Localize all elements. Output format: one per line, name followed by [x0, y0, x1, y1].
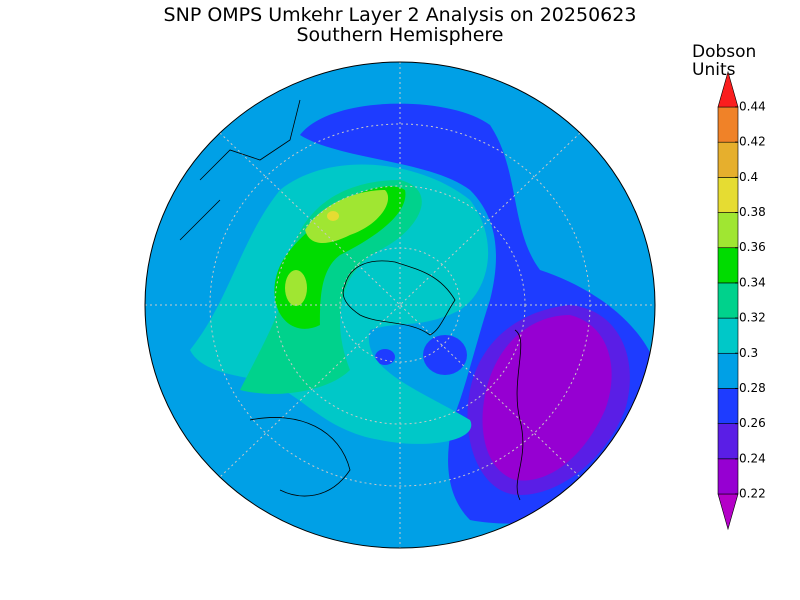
colorbar-tick-label: 0.22: [739, 487, 766, 501]
colorbar-band: [717, 352, 739, 389]
contour-region: [327, 211, 339, 221]
subtitle: Southern Hemisphere: [296, 24, 503, 46]
contour-region: [305, 190, 389, 244]
colorbar-tick-label: 0.26: [739, 416, 766, 430]
map-border: [144, 61, 656, 549]
colorbar-tick-label: 0.34: [739, 275, 766, 289]
colorbar-band: [717, 177, 739, 213]
contour-region: [285, 270, 307, 306]
colorbar-band: [717, 317, 739, 354]
map: [145, 62, 655, 548]
colorbar-band: [717, 247, 739, 284]
colorbar-label: Dobson: [692, 42, 756, 62]
title: SNP OMPS Umkehr Layer 2 Analysis on 2025…: [164, 4, 637, 26]
colorbar-band: [717, 106, 739, 143]
colorbar-tick-label: 0.28: [739, 381, 766, 395]
coastline: [179, 99, 524, 501]
colorbar-extend: [717, 70, 739, 108]
colorbar-tick-label: 0.42: [739, 135, 766, 149]
colorbar-band: [717, 388, 739, 424]
colorbar-tick-label: 0.4: [739, 170, 758, 184]
colorbar-tick-label: 0.44: [739, 100, 766, 114]
colorbar-label: Units: [692, 60, 736, 80]
colorbar-extend: [717, 493, 739, 531]
colorbar: 0.22 0.24 0.26 0.28 0.3 0.32 0.34 0.36 0.38 0.4 0.…: [717, 70, 766, 531]
colorbar-band: [717, 423, 739, 460]
colorbar-tick-label: 0.32: [739, 311, 766, 325]
colorbar-tick-label: 0.24: [739, 451, 766, 465]
graticule: [145, 62, 655, 548]
contour-region: [423, 335, 467, 375]
colorbar-band: [717, 212, 739, 249]
colorbar-band: [717, 141, 739, 178]
colorbar-tick-label: 0.38: [739, 205, 766, 219]
colorbar-tick-label: 0.3: [739, 346, 758, 360]
contour-region: [482, 315, 612, 481]
colorbar-band: [717, 458, 739, 495]
colorbar-tick-label: 0.36: [739, 240, 766, 254]
colorbar-band: [717, 282, 739, 319]
